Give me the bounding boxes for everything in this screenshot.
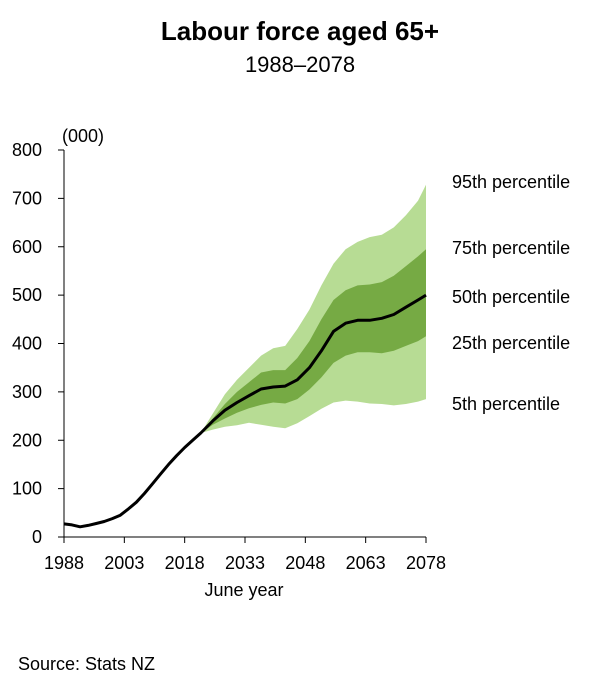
chart-subtitle: 1988–2078 xyxy=(244,52,356,77)
y-tick-label: 400 xyxy=(12,334,42,354)
y-axis-unit-label: (000) xyxy=(62,126,104,146)
chart-lines xyxy=(63,293,427,529)
y-tick-label: 300 xyxy=(12,382,42,402)
y-tick-label: 200 xyxy=(12,430,42,450)
series-label-95th: 95th percentile xyxy=(452,172,570,192)
y-tick-label: 100 xyxy=(12,479,42,499)
y-tick-label: 800 xyxy=(12,140,42,160)
series-label-25th: 25th percentile xyxy=(452,333,570,353)
x-tick-label: 2003 xyxy=(104,553,144,573)
chart-title: Labour force aged 65+ xyxy=(160,16,440,46)
x-tick-label: 2018 xyxy=(165,553,205,573)
x-tick-label: 2078 xyxy=(406,553,446,573)
band-25th-75th-percentile xyxy=(200,249,426,433)
band-5th-95th-percentile xyxy=(200,184,426,433)
chart-axes: 0 100 200 300 400 500 600 700 800 1988 2003 2018 203… xyxy=(12,140,446,573)
series-label-5th: 5th percentile xyxy=(452,394,560,414)
source-note: Source: Stats NZ xyxy=(18,654,156,674)
series-label-75th: 75th percentile xyxy=(452,238,570,258)
y-tick-label: 0 xyxy=(32,527,42,547)
x-axis-title: June year xyxy=(204,580,283,600)
percentile-bands xyxy=(200,184,426,433)
y-tick-label: 500 xyxy=(12,285,42,305)
x-tick-label: 2063 xyxy=(346,553,386,573)
line-50th-percentile xyxy=(63,293,427,529)
x-tick-label: 2048 xyxy=(285,553,325,573)
series-labels: 95th percentile 75th percentile 50th perce… xyxy=(452,172,570,414)
series-label-50th: 50th percentile xyxy=(452,287,570,307)
x-tick-label: 2033 xyxy=(225,553,265,573)
x-tick-label: 1988 xyxy=(44,553,84,573)
y-tick-label: 600 xyxy=(12,237,42,257)
y-tick-label: 700 xyxy=(12,188,42,208)
